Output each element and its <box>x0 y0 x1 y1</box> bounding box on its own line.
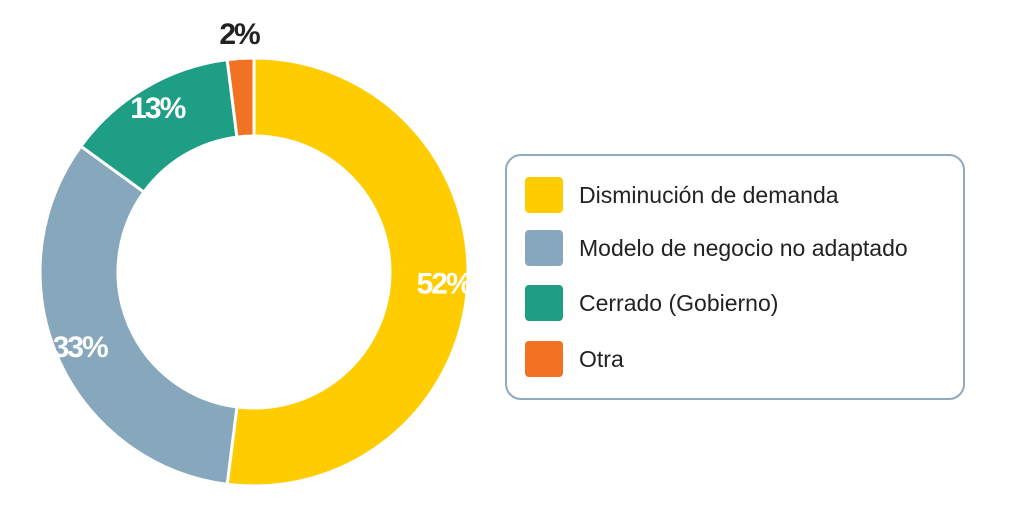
legend-item-modelo: Modelo de negocio no adaptado <box>525 230 908 266</box>
slice-disminucion <box>225 56 470 488</box>
slice-labels: 52% 33% 13% 2% <box>53 18 474 364</box>
slice-modelo <box>38 144 239 486</box>
slice-otra <box>225 56 256 139</box>
legend-swatch <box>525 230 563 266</box>
legend-item-disminucion: Disminución de demanda <box>525 177 839 213</box>
slice-value-label: 2% <box>219 18 260 51</box>
legend-item-otra: Otra <box>525 341 624 377</box>
legend-label: Cerrado (Gobierno) <box>579 289 779 316</box>
legend-swatch <box>525 341 563 377</box>
slice-value-label: 52% <box>417 267 472 300</box>
legend-swatch <box>525 177 563 213</box>
legend-label: Modelo de negocio no adaptado <box>579 234 908 261</box>
legend-label: Disminución de demanda <box>579 181 839 208</box>
legend: Disminución de demanda Modelo de negocio… <box>505 154 965 400</box>
donut-slices <box>38 56 470 488</box>
slice-value-label: 13% <box>130 92 185 125</box>
legend-label: Otra <box>579 345 624 372</box>
slice-value-label: 33% <box>53 331 108 364</box>
legend-item-cerrado: Cerrado (Gobierno) <box>525 285 778 321</box>
legend-swatch <box>525 285 563 321</box>
